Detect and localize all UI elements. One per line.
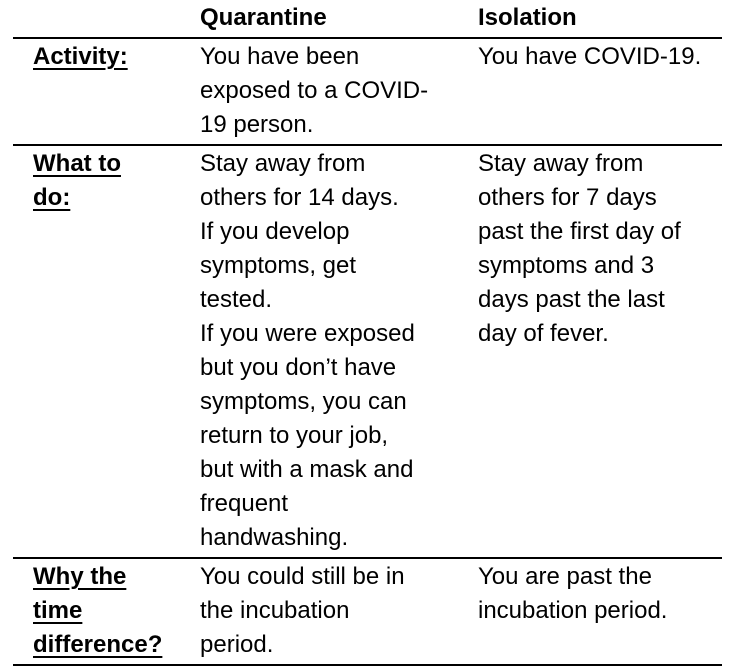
header-cell-isolation: Isolation (478, 4, 577, 31)
why-time-difference-isolation-cell: You are past the incubation period. (478, 563, 668, 624)
table-header-row: Quarantine Isolation (13, 0, 722, 39)
what-to-do-isolation-cell: Stay away from others for 7 days past th… (478, 150, 681, 347)
comparison-table: Quarantine Isolation Activity: You have … (13, 0, 722, 666)
activity-quarantine-cell: You have been exposed to a COVID- 19 per… (200, 43, 429, 138)
what-to-do-quarantine-cell: Stay away from others for 14 days. If yo… (200, 150, 415, 551)
row-label-activity: Activity: (33, 43, 128, 70)
row-label-what-to-do: What to do: (33, 150, 121, 211)
table-row-why-time-difference: Why the time difference? You could still… (13, 559, 722, 666)
activity-isolation-cell: You have COVID-19. (478, 43, 702, 70)
table-row-activity: Activity: You have been exposed to a COV… (13, 39, 722, 146)
row-label-why-time-difference: Why the time difference? (33, 563, 163, 658)
table-row-what-to-do: What to do: Stay away from others for 14… (13, 146, 722, 559)
header-cell-empty (13, 0, 200, 37)
why-time-difference-quarantine-cell: You could still be in the incubation per… (200, 563, 405, 658)
header-cell-quarantine: Quarantine (200, 4, 327, 31)
